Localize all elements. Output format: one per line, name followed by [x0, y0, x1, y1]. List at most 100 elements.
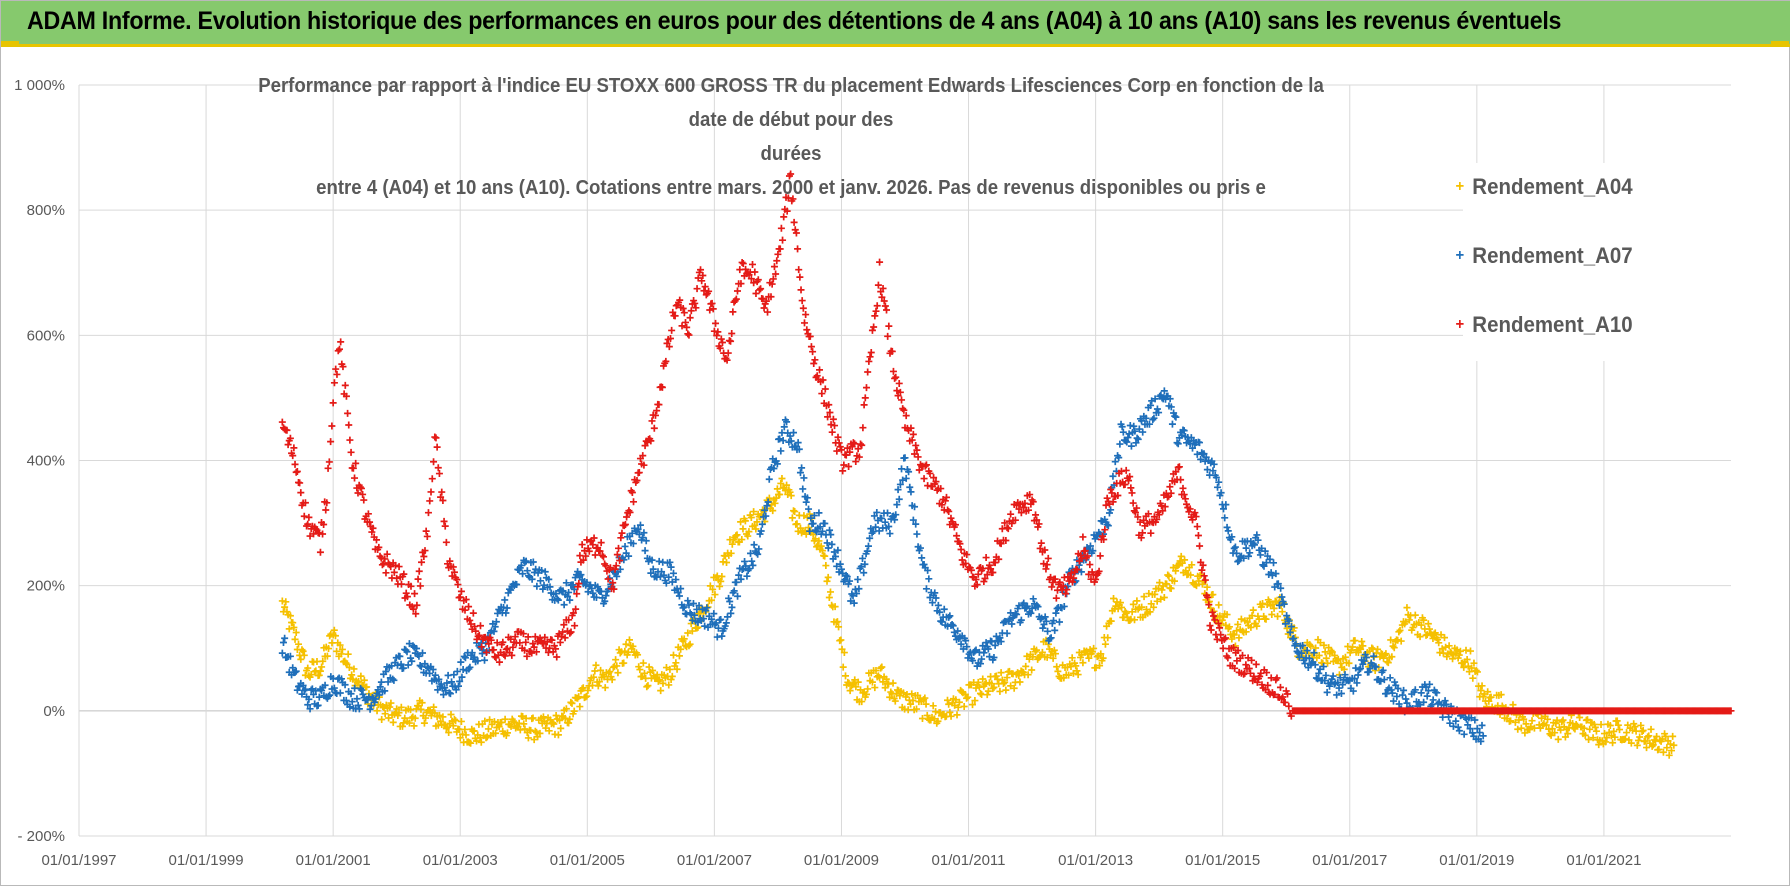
data-point	[798, 464, 806, 472]
data-point	[1204, 593, 1212, 601]
data-point	[1224, 654, 1232, 662]
data-point	[768, 280, 776, 288]
data-point	[777, 447, 785, 455]
data-point	[850, 599, 858, 607]
data-point	[597, 587, 605, 595]
data-point	[1278, 608, 1286, 616]
data-point	[1585, 735, 1593, 743]
data-point	[589, 589, 597, 597]
data-point	[895, 379, 903, 387]
data-point	[1324, 659, 1332, 667]
data-point	[556, 716, 564, 724]
data-point	[747, 275, 755, 283]
data-point	[1647, 725, 1655, 733]
data-point	[949, 622, 957, 630]
data-point	[735, 571, 743, 579]
data-point	[468, 649, 476, 657]
data-point	[377, 678, 385, 686]
data-point	[1337, 689, 1345, 697]
data-point	[375, 543, 383, 551]
data-point	[590, 534, 598, 542]
data-point	[282, 598, 290, 606]
data-point	[407, 582, 415, 590]
data-point	[1050, 617, 1058, 625]
data-point	[629, 642, 637, 650]
data-point	[471, 622, 479, 630]
data-point	[1307, 642, 1315, 650]
data-point	[519, 630, 527, 638]
data-point	[649, 667, 657, 675]
data-point	[1155, 511, 1163, 519]
data-point	[1041, 546, 1049, 554]
data-point	[765, 475, 773, 483]
data-point	[990, 654, 998, 662]
data-point	[1130, 422, 1138, 430]
data-point	[1129, 499, 1137, 507]
data-point	[1514, 725, 1522, 733]
data-point	[481, 656, 489, 664]
data-point	[1199, 561, 1207, 569]
data-point	[873, 508, 881, 516]
data-point	[299, 681, 307, 689]
data-point	[499, 638, 507, 646]
data-point	[1200, 572, 1208, 580]
data-point	[1225, 623, 1233, 631]
data-point	[688, 627, 696, 635]
data-point	[378, 561, 386, 569]
data-point	[1002, 536, 1010, 544]
data-point	[539, 585, 547, 593]
data-point	[1528, 717, 1536, 725]
data-point	[450, 715, 458, 723]
data-point	[513, 581, 521, 589]
data-point	[341, 381, 349, 389]
data-point	[1153, 405, 1161, 413]
data-point	[963, 694, 971, 702]
data-point	[456, 593, 464, 601]
data-point	[709, 585, 717, 593]
data-point	[1326, 682, 1334, 690]
data-point	[491, 653, 499, 661]
data-point	[728, 603, 736, 611]
plot-area	[278, 170, 1735, 759]
data-point	[284, 441, 292, 449]
data-point	[623, 513, 631, 521]
data-point	[565, 588, 573, 596]
data-point	[592, 661, 600, 669]
data-point	[991, 559, 999, 567]
data-point	[840, 649, 848, 657]
data-point	[860, 569, 868, 577]
x-tick-label: 01/01/2017	[1312, 852, 1387, 869]
data-point	[1175, 463, 1183, 471]
data-point	[754, 550, 762, 558]
data-point	[854, 445, 862, 453]
data-point	[386, 703, 394, 711]
data-point	[895, 495, 903, 503]
data-point	[1259, 561, 1267, 569]
data-point	[862, 384, 870, 392]
data-point	[878, 293, 886, 301]
data-point	[886, 693, 894, 701]
data-point	[1005, 615, 1013, 623]
data-point	[1032, 646, 1040, 654]
data-point	[752, 549, 760, 557]
data-point	[807, 343, 815, 351]
data-point	[817, 542, 825, 550]
data-point	[1276, 683, 1284, 691]
data-point	[1653, 733, 1661, 741]
data-point	[752, 290, 760, 298]
data-point	[298, 690, 306, 698]
data-point	[433, 443, 441, 451]
data-point	[1485, 697, 1493, 705]
data-point	[779, 236, 787, 244]
data-point	[983, 571, 991, 579]
data-point	[574, 583, 582, 591]
data-point	[540, 581, 548, 589]
data-point	[1670, 741, 1678, 749]
data-point	[304, 701, 312, 709]
data-point	[899, 689, 907, 697]
data-point	[1249, 606, 1257, 614]
data-point	[450, 671, 458, 679]
data-point	[469, 609, 477, 617]
data-point	[872, 307, 880, 315]
